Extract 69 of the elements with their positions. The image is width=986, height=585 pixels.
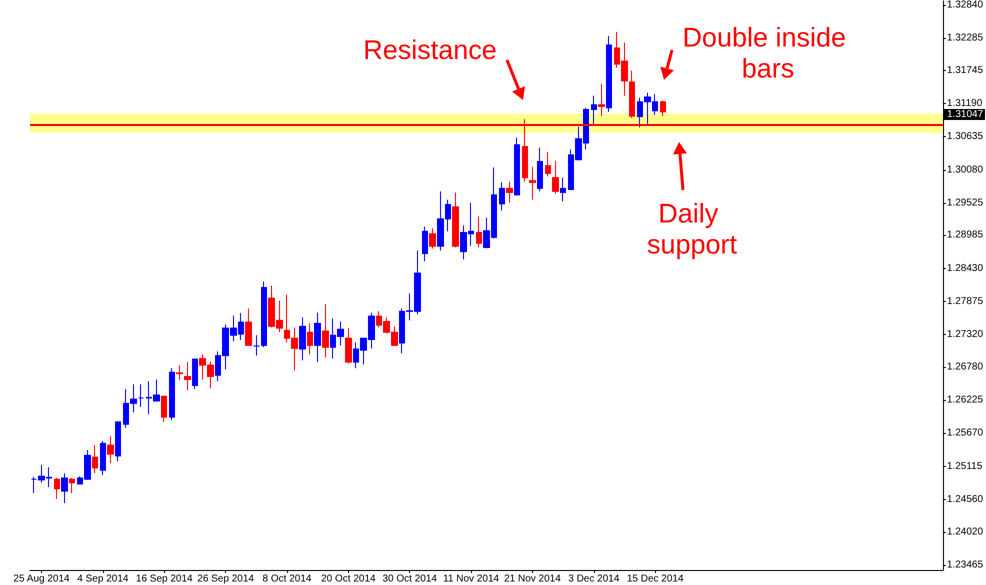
candlestick [476,216,482,248]
candlestick [429,228,436,250]
x-tick-label: 8 Oct 2014 [262,574,312,584]
candlestick [422,226,428,262]
y-tick-label: 1.31190 [946,98,983,110]
y-tick-label: 1.29525 [946,197,984,208]
y-tick-label: 1.28985 [946,230,984,241]
candlestick [138,384,144,408]
candlestick [545,151,551,177]
y-tick-label: 1.25670 [946,428,984,439]
candlestick [529,166,536,200]
candlestick [61,472,68,504]
y-tick-label: 1.25115 [946,460,983,472]
y-tick-label: 1.24560 [946,494,984,506]
candlestick [299,316,306,361]
candlestick [192,358,198,390]
y-tick-label: 1.26225 [946,394,984,406]
x-tick-label: 25 Aug 2014 [13,574,70,584]
annotation: Daily support [646,198,738,260]
candlestick [314,312,321,363]
text: 1.31047 [947,109,984,120]
x-tick-label: 26 Sep 2014 [197,574,254,584]
candlestick [591,95,597,125]
x-tick-label: 11 Nov 2014 [443,574,500,584]
x-tick-label: 16 Sep 2014 [136,574,194,584]
x-tick-label: 21 Nov 2014 [504,574,562,584]
candlestick [307,322,313,355]
candlestick [54,478,60,500]
x-tick-label: 3 Dec 2014 [568,574,620,584]
candlestick [100,440,106,476]
candlestick [629,70,635,118]
annotation: Resistance [363,35,497,65]
candlestick [322,304,329,358]
y-tick-label: 1.30635 [946,131,984,142]
candlestick [69,478,75,494]
y-tick-label: 1.23465 [946,559,984,570]
candlestick [161,395,167,422]
candlestick [598,83,605,117]
candlestick [345,328,352,364]
y-tick-label: 1.30080 [946,164,984,176]
x-tick-label: 30 Oct 2014 [382,574,438,584]
y-tick-label: 1.32285 [946,32,984,44]
candlestick [452,192,459,248]
candlestick [506,181,513,204]
candlestick [606,36,612,112]
y-tick-label: 1.28430 [946,262,984,274]
candlestick [184,362,191,391]
annotation: Double inside bars [682,22,854,84]
x-tick-label: 15 Dec 2014 [626,574,684,584]
y-tick-label: 1.31745 [946,64,984,76]
x-tick-label: 4 Sep 2014 [77,574,129,584]
candlestick [107,436,114,464]
y-tick-label: 1.27875 [946,296,984,308]
candlestick [514,137,520,196]
y-tick-label: 1.24020 [946,526,984,538]
candlestick [499,182,505,211]
candlestick [552,160,559,194]
candlestick [560,177,566,202]
candlestick [245,308,252,347]
candlestick [115,420,121,462]
candlestick [176,364,183,381]
candlestick [169,368,175,421]
x-tick-label: 20 Oct 2014 [321,574,376,584]
candlestick [92,444,98,474]
candlestick [537,147,543,192]
candlestick [660,100,666,117]
y-tick-label: 1.32840 [946,0,984,10]
y-tick-label: 1.26780 [946,361,984,372]
y-tick-label: 1.27320 [946,329,984,340]
